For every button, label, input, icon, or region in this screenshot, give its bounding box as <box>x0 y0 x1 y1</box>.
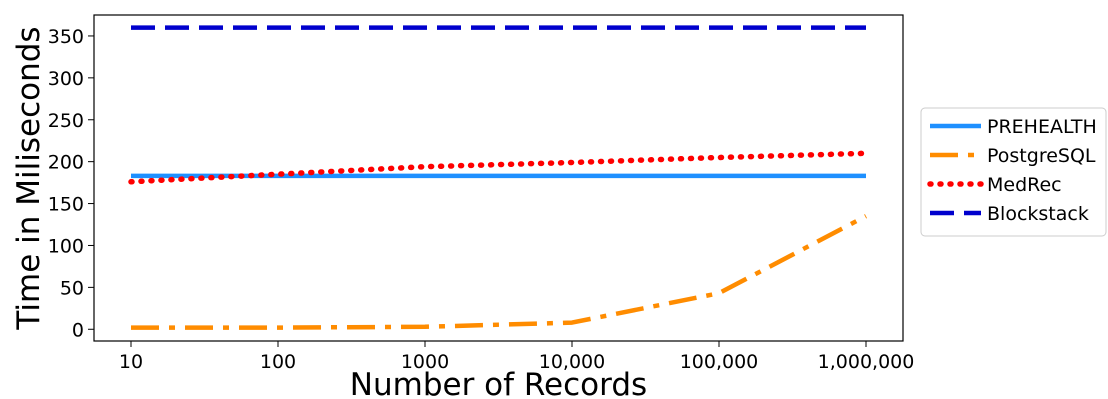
y-tick-label: 300 <box>48 68 84 90</box>
y-axis-title: Time in Miliseconds <box>11 26 47 330</box>
y-tick-label: 250 <box>48 110 84 132</box>
legend-label: MedRec <box>987 174 1062 196</box>
y-tick-label: 150 <box>48 194 84 216</box>
y-axis: 0 50 100 150 200 250 300 350 <box>48 26 94 341</box>
legend-label: PostgreSQL <box>987 145 1096 167</box>
plot-frame <box>93 14 904 342</box>
x-axis-title: Number of Records <box>350 367 647 399</box>
y-tick-label: 350 <box>48 26 84 48</box>
series-line-medrec <box>128 150 869 185</box>
y-tick-label: 100 <box>48 235 84 257</box>
plot-area <box>93 14 904 342</box>
x-axis: 10 100 1000 10,000 100,000 1,000,000 <box>119 341 914 373</box>
x-tick-label: 10,000 <box>539 351 605 373</box>
x-tick-label: 10 <box>119 351 143 373</box>
x-tick-label: 100 <box>260 351 296 373</box>
y-tick-label: 0 <box>72 319 84 341</box>
legend-box <box>920 107 1107 237</box>
x-tick-label: 100,000 <box>680 351 759 373</box>
x-tick-label: 1,000,000 <box>818 351 915 373</box>
series-lines <box>128 25 869 330</box>
legend: PREHEALTH PostgreSQL MedRec Blockstack <box>920 107 1107 237</box>
y-tick-label: 200 <box>48 152 84 174</box>
legend-label: PREHEALTH <box>987 116 1097 138</box>
y-tick-label: 50 <box>60 277 84 299</box>
series-line-postgresql <box>131 214 868 330</box>
x-tick-label: 1000 <box>401 351 449 373</box>
legend-label: Blockstack <box>987 203 1089 225</box>
